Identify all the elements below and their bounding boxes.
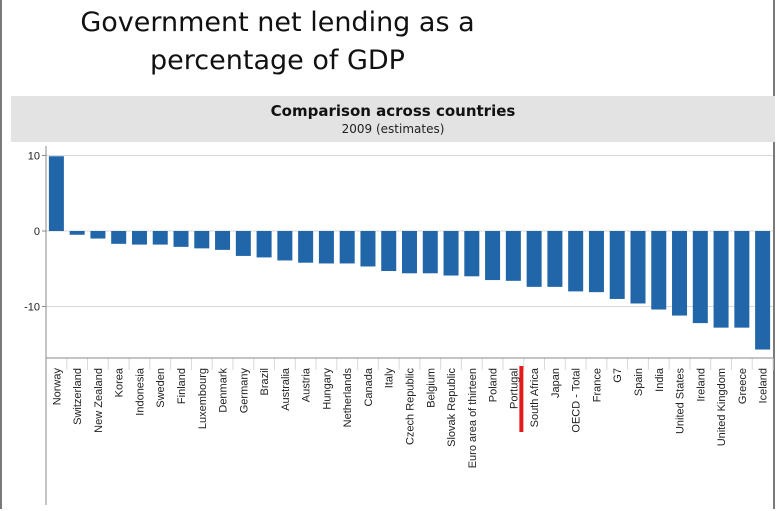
x-tick-label: New Zealand [93,368,105,433]
bar [485,231,501,281]
x-tick-label: Germany [238,368,250,414]
x-tick-label: Ireland [695,368,707,402]
x-tick-label: Korea [114,367,126,397]
bar [651,231,667,310]
x-tick-label: Euro area of thirteen [467,368,479,468]
x-tick-label: Switzerland [72,368,84,425]
x-tick-label: Spain [633,368,645,396]
x-tick-label: Austria [301,367,313,402]
bar [277,231,293,261]
x-tick-label: Hungary [321,368,333,410]
x-tick-label: Japan [550,368,562,398]
x-tick-label: Portugal [508,368,520,409]
x-tick-label: United States [675,368,687,435]
x-tick-label: Canada [363,367,375,406]
x-tick-label: India [654,367,666,392]
bar [173,231,189,247]
bar [505,231,521,281]
bar [235,231,251,256]
chart-title: Comparison across countries [270,102,516,120]
x-tick-label: Luxembourg [197,368,209,429]
title-line-1: Government net lending as a [80,7,475,38]
bar [111,231,127,244]
x-tick-label: Australia [280,367,292,411]
chart-subtitle: 2009 (estimates) [341,122,445,136]
bar [630,231,646,304]
chart-header: Comparison across countries 2009 (estima… [11,96,775,142]
bar [568,231,584,292]
bar [692,231,708,324]
x-tick-label: Denmark [218,368,230,413]
x-tick-label: Italy [384,368,396,389]
x-tick-label: Norway [51,368,63,406]
bar [734,231,750,328]
title-line-2: percentage of GDP [150,45,405,76]
bar [526,231,542,287]
y-tick-label: 0 [34,226,40,238]
bar [609,231,625,299]
x-tick-label: United Kingdom [716,368,728,446]
x-tick-label: Sweden [155,368,167,408]
bar [547,231,563,287]
x-tick-label: Slovak Republic [446,368,458,447]
bar [194,231,210,249]
bar [422,231,438,274]
x-tick-label: Finland [176,368,188,404]
x-tick-label: South Africa [529,367,541,427]
bar [360,231,376,267]
x-tick-label: Czech Republic [405,368,417,446]
x-tick-label: Belgium [425,368,437,408]
bar [755,231,771,350]
x-tick-label: Greece [737,368,749,404]
bar [298,231,314,263]
highlight-marker [519,366,524,432]
bar [90,231,106,239]
bar [48,156,64,231]
bar [443,231,459,276]
x-tick-label: Indonesia [134,367,146,416]
x-tick-label: OECD - Total [571,368,583,433]
bar [464,231,480,277]
y-tick-label: -10 [24,302,40,314]
bar [381,231,397,272]
main-title: Government net lending as a percentage o… [0,4,555,80]
bar [215,231,231,250]
x-tick-label: G7 [612,368,624,383]
bar [256,231,272,258]
y-tick-label: 10 [28,151,40,163]
x-tick-label: Iceland [758,368,770,403]
x-tick-label: Brazil [259,368,271,396]
bar [713,231,729,328]
x-tick-label: France [591,368,603,402]
bar [69,231,85,235]
bar [131,231,147,245]
bar [318,231,334,264]
bar [588,231,604,293]
bar [339,231,355,264]
bar [672,231,688,316]
bar [152,231,168,245]
x-tick-label: Poland [488,368,500,402]
x-tick-label: Netherlands [342,368,354,428]
bar [402,231,417,274]
